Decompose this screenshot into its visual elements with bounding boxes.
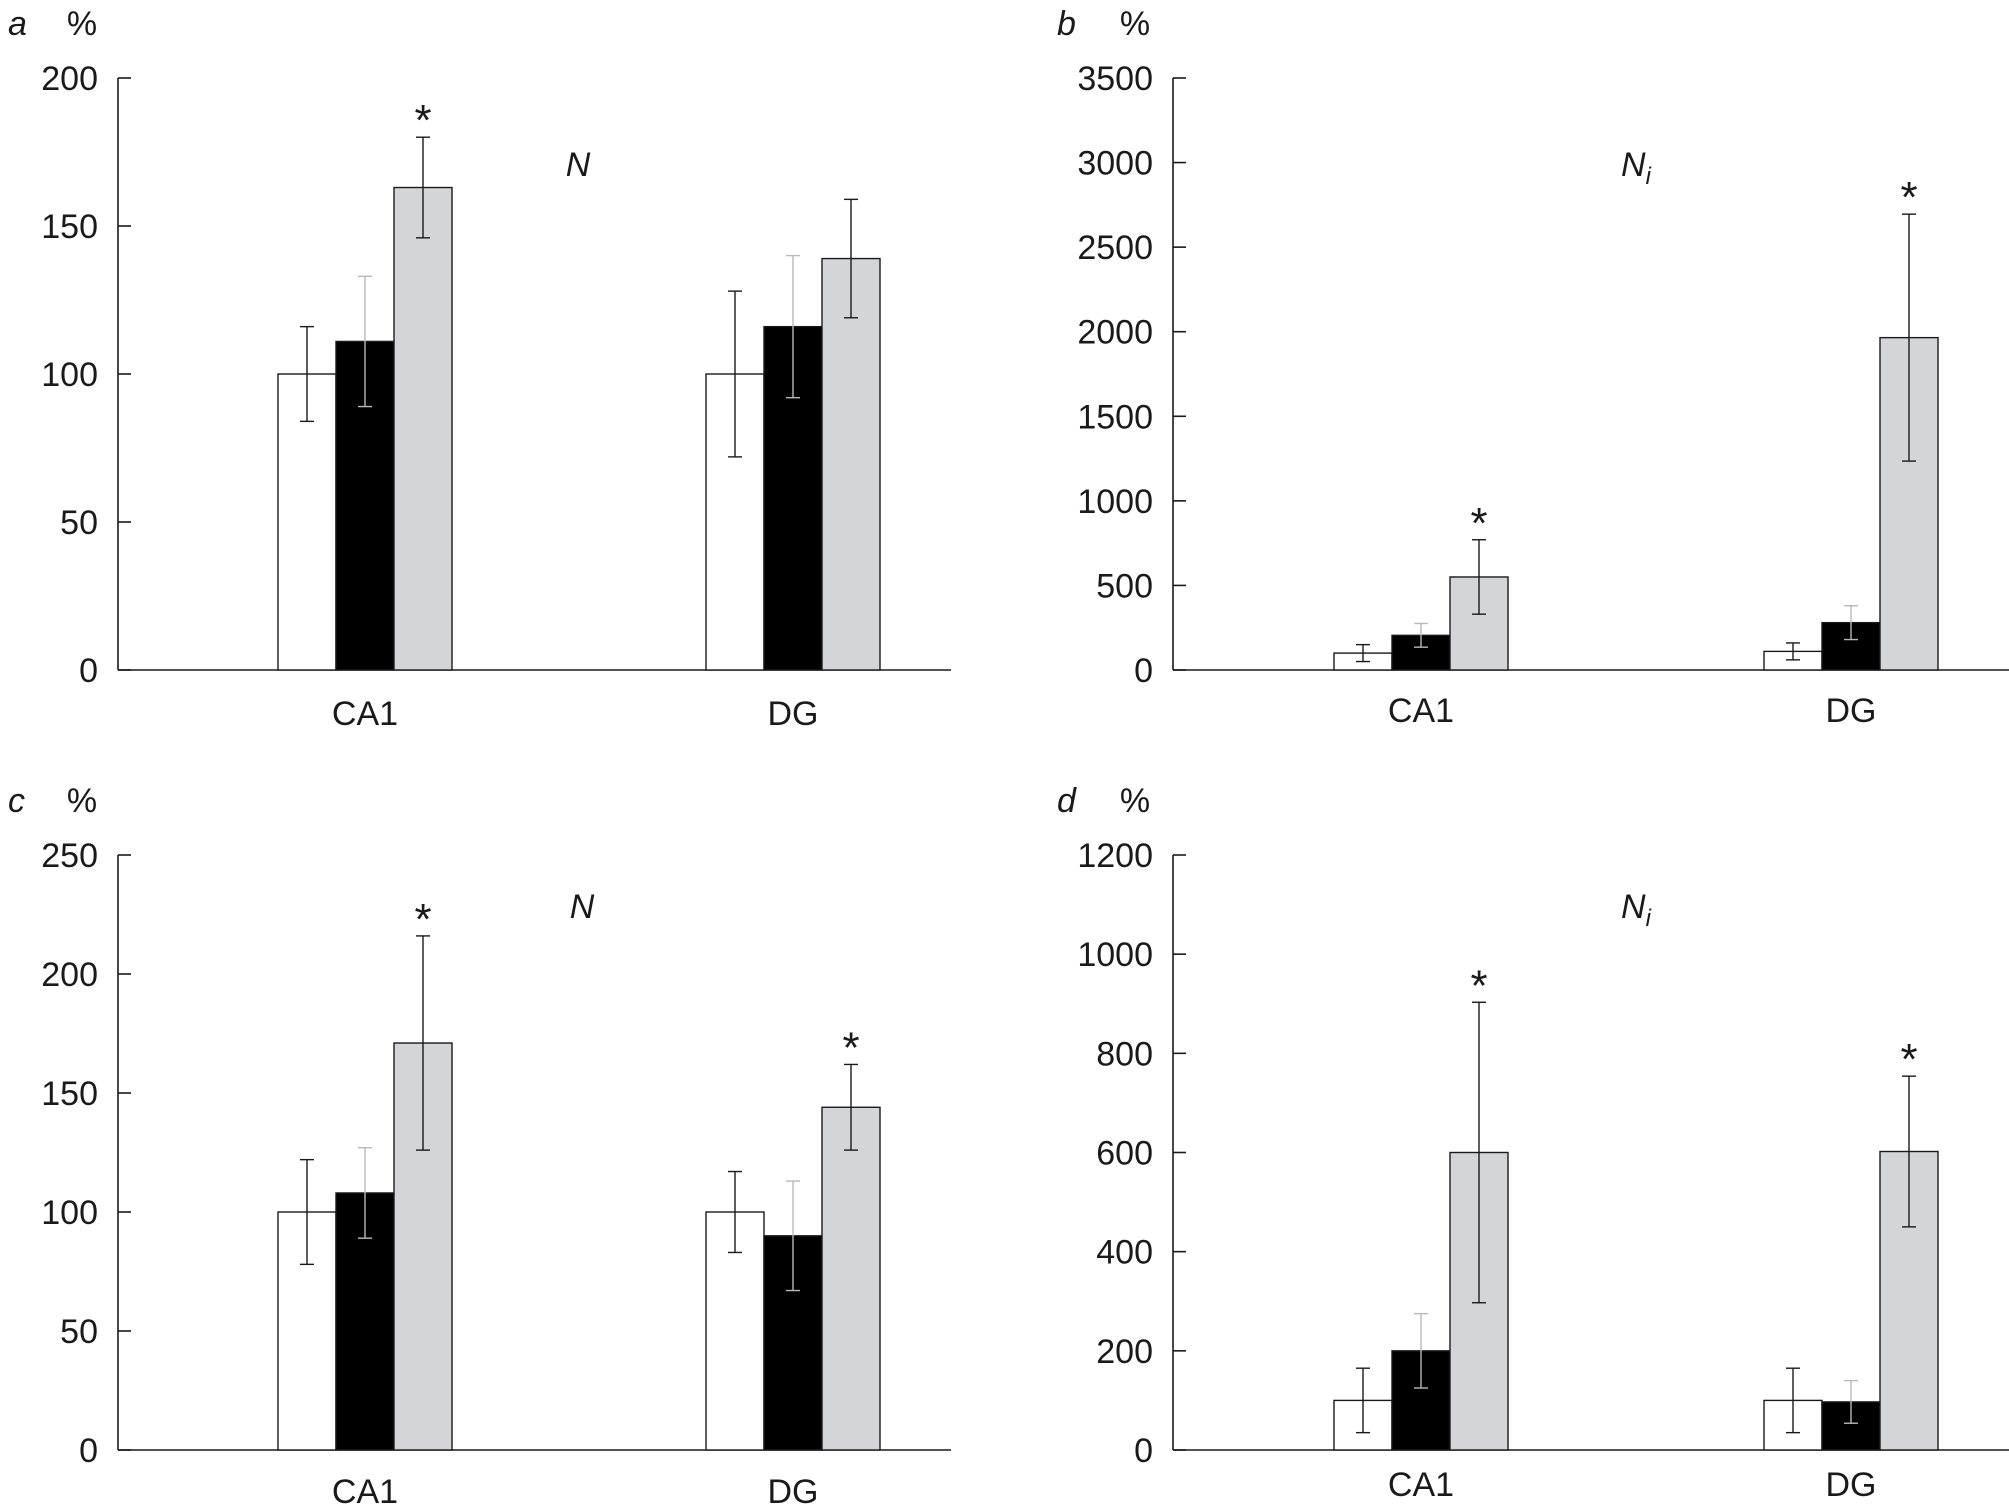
panel-letter-a: a — [8, 5, 27, 43]
significance-star: * — [1470, 961, 1487, 1010]
significance-star: * — [414, 96, 431, 145]
category-label: DG — [768, 1473, 819, 1510]
y-tick-label: 250 — [41, 837, 98, 875]
category-label: DG — [1826, 692, 1877, 730]
y-tick-label: 1500 — [1077, 398, 1153, 436]
category-label: CA1 — [332, 695, 398, 733]
y-tick-label: 1000 — [1077, 936, 1153, 974]
panel-letter-d: d — [1057, 782, 1077, 820]
significance-star: * — [842, 1023, 859, 1072]
y-tick-label: 50 — [60, 1313, 98, 1351]
panel-letter-b: b — [1057, 5, 1076, 43]
metric-subscript: i — [1646, 905, 1652, 932]
category-label: CA1 — [332, 1473, 398, 1510]
bar — [277, 373, 337, 671]
y-tick-label: 3500 — [1077, 60, 1153, 98]
y-tick-label: 200 — [1096, 1333, 1153, 1371]
y-tick-label: 0 — [1134, 1432, 1153, 1470]
y-tick-label: 2500 — [1077, 229, 1153, 267]
y-tick-label: 0 — [1134, 652, 1153, 690]
panel-letter-c: c — [8, 782, 25, 820]
y-tick-label: 800 — [1096, 1035, 1153, 1073]
y-unit-label: % — [67, 5, 97, 43]
y-tick-label: 150 — [41, 208, 98, 246]
y-tick-label: 1200 — [1077, 837, 1153, 875]
metric-label: N — [566, 146, 591, 184]
category-label: CA1 — [1388, 1466, 1454, 1504]
y-tick-label: 400 — [1096, 1234, 1153, 1272]
y-tick-label: 3000 — [1077, 145, 1153, 183]
metric-subscript: i — [1646, 163, 1652, 190]
y-tick-label: 150 — [41, 1075, 98, 1113]
metric-label: Ni — [1621, 146, 1652, 190]
y-tick-label: 500 — [1096, 567, 1153, 605]
significance-star: * — [1900, 1035, 1917, 1084]
category-label: DG — [1826, 1466, 1877, 1504]
bar — [393, 186, 453, 671]
y-unit-label: % — [1120, 782, 1150, 820]
y-tick-label: 200 — [41, 60, 98, 98]
y-tick-label: 0 — [79, 652, 98, 690]
category-label: CA1 — [1388, 692, 1454, 730]
y-tick-label: 2000 — [1077, 314, 1153, 352]
y-tick-label: 100 — [41, 356, 98, 394]
significance-star: * — [1470, 499, 1487, 548]
significance-star: * — [1900, 173, 1917, 222]
y-tick-label: 0 — [79, 1432, 98, 1470]
y-tick-label: 50 — [60, 504, 98, 542]
y-tick-label: 100 — [41, 1194, 98, 1232]
significance-star: * — [414, 895, 431, 944]
bar — [821, 257, 881, 671]
category-label: DG — [768, 695, 819, 733]
bar — [705, 373, 765, 671]
y-unit-label: % — [1120, 5, 1150, 43]
metric-label: N — [570, 888, 595, 926]
y-tick-label: 200 — [41, 956, 98, 994]
y-tick-label: 600 — [1096, 1135, 1153, 1173]
y-unit-label: % — [67, 782, 97, 820]
bar — [821, 1106, 881, 1451]
y-tick-label: 1000 — [1077, 483, 1153, 521]
metric-label: Ni — [1621, 888, 1652, 932]
